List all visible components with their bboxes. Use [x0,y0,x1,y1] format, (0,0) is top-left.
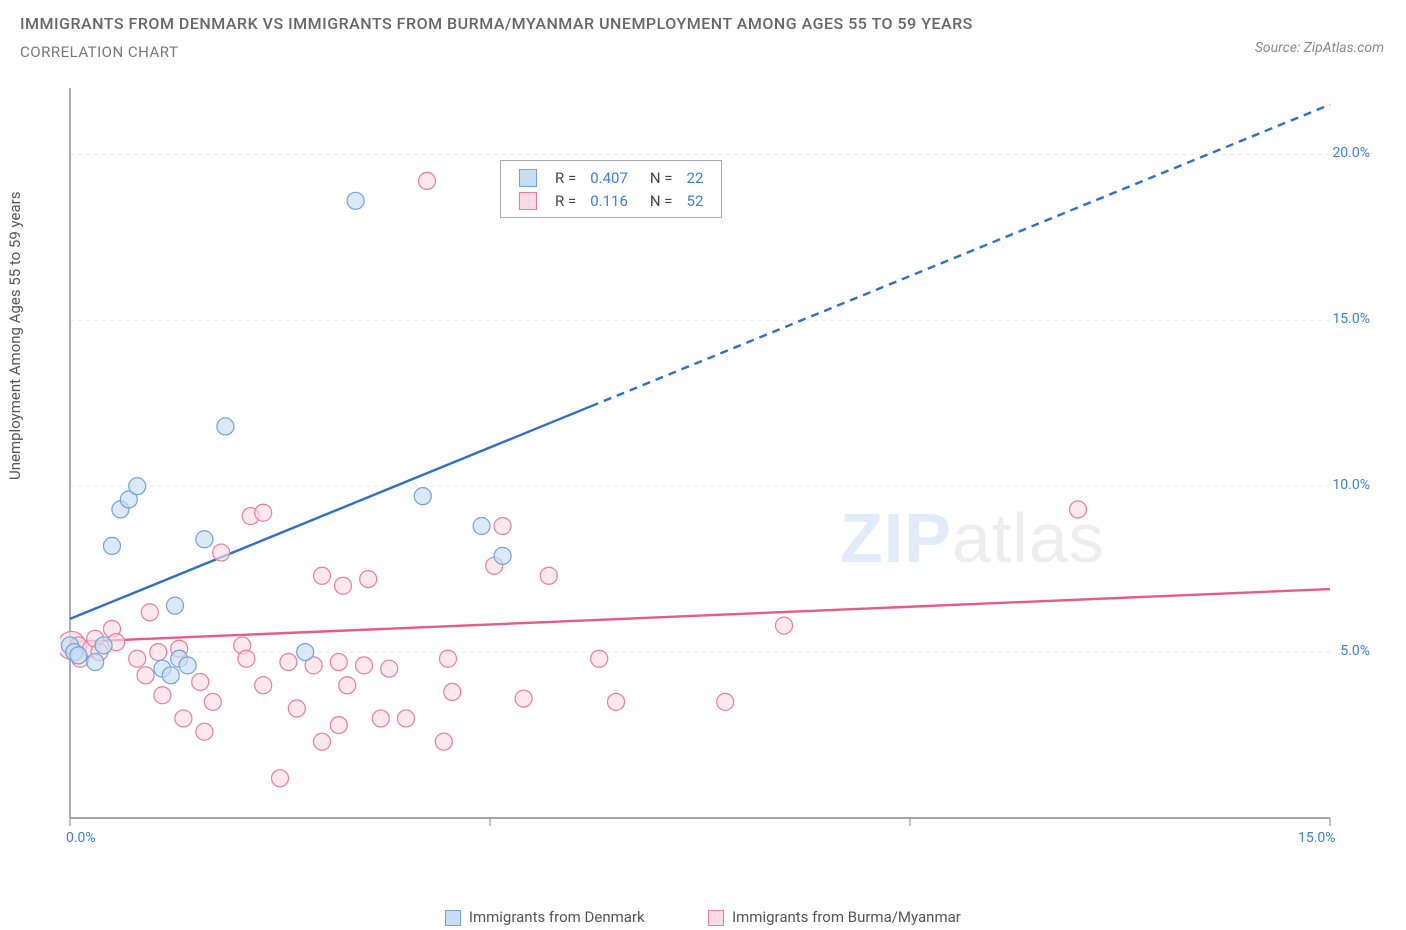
legend-r-denmark: 0.407 [584,167,634,188]
x-tick-label: 0.0% [66,830,96,846]
x-tick-label: 15.0% [1298,830,1336,846]
scatter-chart: R = 0.407 N = 22 R = 0.116 N = 52 ZIPatl… [60,78,1380,858]
swatch-denmark-icon [519,169,537,187]
legend-r-header: R = [549,167,582,188]
legend-n-denmark: 22 [681,167,710,188]
swatch-denmark-icon [445,910,461,926]
y-tick-label: 5.0% [1340,643,1370,659]
y-axis-label: Unemployment Among Ages 55 to 59 years [6,192,24,480]
series-legend: Immigrants from Denmark Immigrants from … [0,908,1406,926]
swatch-burma-icon [708,910,724,926]
legend-n-header: N = [636,167,679,188]
legend-r-burma: 0.116 [584,190,634,211]
swatch-burma-icon [519,192,537,210]
source-note: Source: ZipAtlas.com [1255,40,1384,56]
y-tick-label: 20.0% [1332,145,1370,161]
chart-title-line1: IMMIGRANTS FROM DENMARK VS IMMIGRANTS FR… [20,14,1406,33]
y-tick-label: 10.0% [1332,477,1370,493]
legend-label-denmark: Immigrants from Denmark [469,908,645,926]
chart-title-line2: CORRELATION CHART [20,43,1406,61]
legend-label-burma: Immigrants from Burma/Myanmar [732,908,961,926]
legend-n-burma: 52 [681,190,710,211]
y-tick-label: 15.0% [1332,311,1370,327]
correlation-legend: R = 0.407 N = 22 R = 0.116 N = 52 [500,160,722,218]
